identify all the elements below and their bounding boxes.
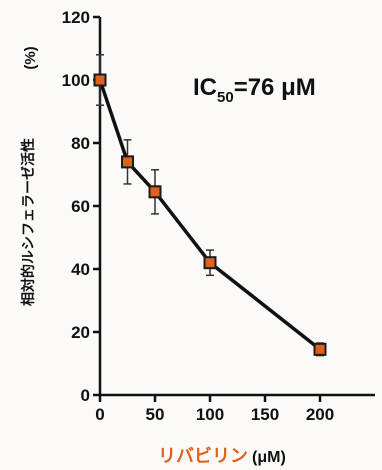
x-axis-unit: (μM) (252, 449, 286, 466)
y-tick-label-80: 80 (71, 134, 90, 153)
x-tick-label-0: 0 (95, 405, 104, 424)
axes: 0 20 40 60 80 100 120 0 50 100 150 200 (62, 8, 375, 424)
y-axis-label: 相対的ルシフェラーゼ活性 (20, 138, 37, 306)
x-tick-label-150: 150 (251, 405, 279, 424)
y-tick-label-60: 60 (71, 197, 90, 216)
y-tick-label-0: 0 (81, 386, 90, 405)
series-line (98, 79, 322, 351)
plot-area (93, 54, 327, 357)
y-tick-label-100: 100 (62, 71, 90, 90)
data-point-100 (203, 256, 217, 270)
x-tick-label-100: 100 (196, 405, 224, 424)
data-point-0 (93, 73, 107, 87)
y-axis-title: 相対的ルシフェラーゼ活性 (20, 138, 37, 306)
x-axis-title: リバビリン (μM) (158, 446, 286, 467)
data-point-25 (121, 155, 134, 169)
y-axis-unit: (%) (22, 46, 39, 69)
ic50-suffix: =76 μM (234, 74, 316, 101)
ic50-annotation: IC50=76 μM (193, 74, 316, 106)
y-tick-label-120: 120 (62, 8, 90, 27)
y-axis-unit-group: (%) (22, 46, 39, 69)
ic50-prefix: IC (193, 74, 217, 101)
data-point-50 (148, 185, 162, 199)
x-tick-label-200: 200 (306, 405, 334, 424)
y-tick-label-20: 20 (71, 323, 90, 342)
x-axis-label: リバビリン (158, 446, 248, 467)
data-point-200 (313, 342, 327, 356)
ic50-subscript: 50 (217, 89, 234, 106)
x-tick-label-50: 50 (146, 405, 165, 424)
y-tick-label-40: 40 (71, 260, 90, 279)
